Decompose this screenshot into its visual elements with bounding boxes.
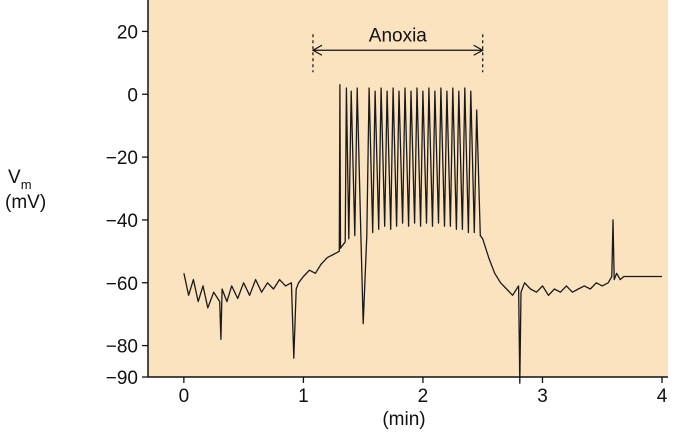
- x-tick-label: 2: [418, 386, 429, 407]
- y-tick-label: −60: [106, 274, 138, 295]
- y-axis-title: Vm (mV): [5, 167, 46, 213]
- x-tick-label: 4: [657, 386, 668, 407]
- series-trace-0: [183, 84, 662, 384]
- y-axis-symbol: Vm: [8, 167, 32, 192]
- annotation-layer: Anoxia: [311, 25, 484, 73]
- y-tick-label: 20: [117, 22, 138, 43]
- axes-layer: 20 0 −20 −40 −60 −80 −90 0 1 2 3 4: [106, 0, 668, 407]
- annotation-arrow-right: [473, 44, 484, 56]
- y-tick-label: −90: [106, 368, 138, 389]
- y-axis-subscript: m: [21, 177, 32, 192]
- x-tick-label: 3: [537, 386, 548, 407]
- y-tick-label: −80: [106, 337, 138, 358]
- x-tick-label: 1: [298, 386, 309, 407]
- trace-layer: [183, 84, 662, 384]
- y-tick-label: −20: [106, 148, 138, 169]
- x-tick-label: 0: [179, 386, 190, 407]
- annotation-arrow-left: [311, 44, 323, 56]
- y-tick-label: 0: [127, 85, 138, 106]
- x-axis-label: (min): [382, 409, 425, 430]
- annotation-label: Anoxia: [369, 25, 428, 46]
- y-axis-label: (mV): [5, 192, 46, 213]
- y-tick-label: −40: [106, 211, 138, 232]
